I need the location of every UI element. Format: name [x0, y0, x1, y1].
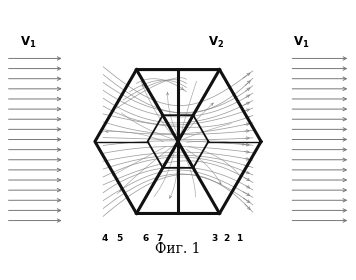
Text: 2: 2 [224, 234, 230, 243]
Text: $\mathbf{V_2}$: $\mathbf{V_2}$ [208, 35, 225, 50]
Text: 3: 3 [211, 234, 218, 243]
Text: 4: 4 [102, 234, 108, 243]
Text: $\mathbf{V_1}$: $\mathbf{V_1}$ [20, 35, 36, 50]
Text: 5: 5 [116, 234, 122, 243]
Text: 7: 7 [157, 234, 163, 243]
Text: 6: 6 [142, 234, 149, 243]
Text: $\mathbf{V_1}$: $\mathbf{V_1}$ [293, 35, 310, 50]
Text: 1: 1 [236, 234, 242, 243]
Text: Фиг. 1: Фиг. 1 [155, 242, 201, 256]
